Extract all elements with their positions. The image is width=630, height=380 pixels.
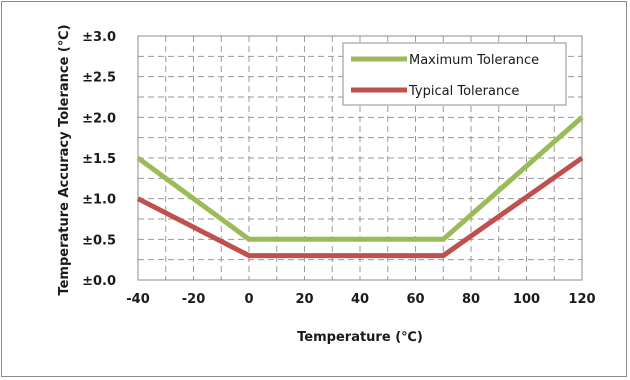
y-axis-ticks: ±0.0 ±0.5 ±1.0 ±1.5 ±2.0 ±2.5 ±3.0 (82, 30, 116, 289)
x-axis-ticks: -40 -20 0 20 40 60 80 100 120 (126, 292, 595, 307)
y-tick-label: ±0.0 (82, 274, 116, 289)
y-tick-label: ±3.0 (82, 30, 116, 45)
x-tick-label: 100 (513, 292, 540, 307)
y-tick-label: ±2.5 (82, 71, 116, 86)
y-tick-label: ±1.0 (82, 193, 116, 208)
legend: Maximum Tolerance Typical Tolerance (342, 42, 567, 106)
legend-label-maximum-tolerance: Maximum Tolerance (409, 53, 539, 68)
y-tick-label: ±0.5 (82, 233, 116, 248)
series-line-typical-tolerance (136, 155, 584, 259)
x-tick-label: 0 (244, 292, 253, 307)
y-axis-title: Temperature Accuracy Tolerance (℃) (57, 24, 72, 295)
legend-label-typical-tolerance: Typical Tolerance (408, 84, 519, 99)
y-tick-label: ±2.0 (82, 111, 116, 126)
x-tick-label: -20 (182, 292, 206, 307)
series-line-maximum-tolerance (136, 115, 584, 242)
x-tick-label: 120 (568, 292, 595, 307)
x-tick-label: 80 (462, 292, 480, 307)
series-lines (136, 115, 584, 259)
y-tick-label: ±1.5 (82, 152, 116, 167)
x-tick-label: 60 (406, 292, 424, 307)
legend-box (342, 42, 567, 106)
x-tick-label: -40 (126, 292, 150, 307)
x-tick-label: 20 (295, 292, 313, 307)
x-axis-title: Temperature (℃) (297, 330, 423, 345)
x-tick-label: 40 (351, 292, 369, 307)
